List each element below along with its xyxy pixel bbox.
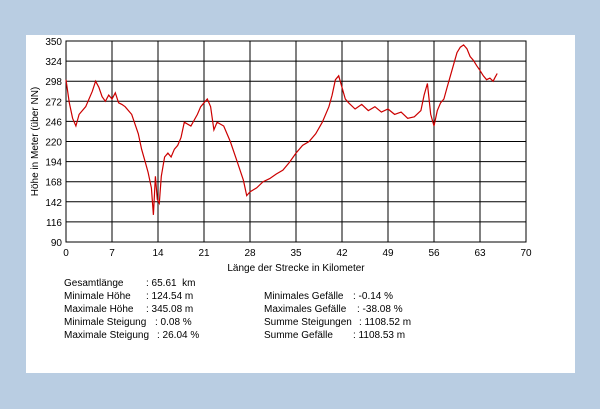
x-tick-label: 0 — [63, 248, 69, 259]
x-tick-label: 63 — [474, 248, 486, 259]
y-tick-label: 220 — [45, 138, 62, 149]
y-axis-label: Höhe in Meter (über NN) — [30, 87, 41, 196]
y-tick-label: 350 — [45, 37, 62, 48]
x-tick-label: 28 — [244, 248, 256, 259]
y-tick-label: 272 — [45, 97, 62, 108]
stat-max-height-value: : 345.08 m — [146, 304, 194, 315]
stat-min-height-label: Minimale Höhe — [64, 291, 131, 302]
x-tick-label: 56 — [428, 248, 440, 259]
stat-max-incline-value: : 26.04 % — [157, 330, 200, 341]
stat-sum-decline-value: : 1108.53 m — [353, 330, 406, 341]
stat-min-decline-value: : -0.14 % — [353, 291, 394, 302]
x-axis-label: Länge der Strecke in Kilometer — [227, 263, 365, 274]
y-tick-label: 168 — [45, 178, 62, 189]
y-tick-label: 116 — [46, 218, 62, 229]
x-tick-label: 70 — [520, 248, 532, 259]
stat-sum-decline-label: Summe Gefälle — [264, 330, 333, 341]
x-tick-label: 21 — [198, 248, 210, 259]
stat-max-decline-value: : -38.08 % — [357, 304, 403, 315]
stat-max-decline-label: Maximales Gefälle — [264, 304, 347, 315]
y-tick-label: 90 — [51, 238, 63, 249]
elevation-profile-line — [65, 44, 498, 215]
chart-panel: 0 7 14 21 28 35 42 49 56 63 70 350 324 298 272 246 220 19… — [26, 35, 575, 373]
x-tick-label: 42 — [336, 248, 348, 259]
stat-total-length-label: Gesamtlänge — [64, 278, 124, 289]
x-tick-label: 35 — [290, 248, 302, 259]
stat-max-height-label: Maximale Höhe — [64, 304, 134, 315]
stat-max-incline-label: Maximale Steigung — [64, 330, 150, 341]
y-tick-label: 194 — [45, 158, 62, 169]
stat-sum-incline-label: Summe Steigungen — [264, 317, 352, 328]
stat-total-length-value: : 65.61 km — [146, 278, 196, 289]
elevation-chart: 0 7 14 21 28 35 42 49 56 63 70 350 324 298 272 246 220 19… — [30, 37, 532, 274]
y-tick-label: 324 — [45, 57, 62, 68]
stat-min-height-value: : 124.54 m — [146, 291, 194, 302]
stat-min-incline-label: Minimale Steigung — [64, 317, 147, 328]
x-tick-label: 49 — [382, 248, 394, 259]
x-tick-label: 7 — [109, 248, 115, 259]
y-tick-label: 246 — [45, 117, 62, 128]
y-tick-label: 142 — [45, 198, 62, 209]
x-tick-label: 14 — [152, 248, 164, 259]
stat-min-incline-value: : 0.08 % — [155, 317, 192, 328]
stat-min-decline-label: Minimales Gefälle — [264, 291, 344, 302]
y-tick-label: 298 — [45, 77, 62, 88]
stat-sum-incline-value: : 1108.52 m — [359, 317, 412, 328]
